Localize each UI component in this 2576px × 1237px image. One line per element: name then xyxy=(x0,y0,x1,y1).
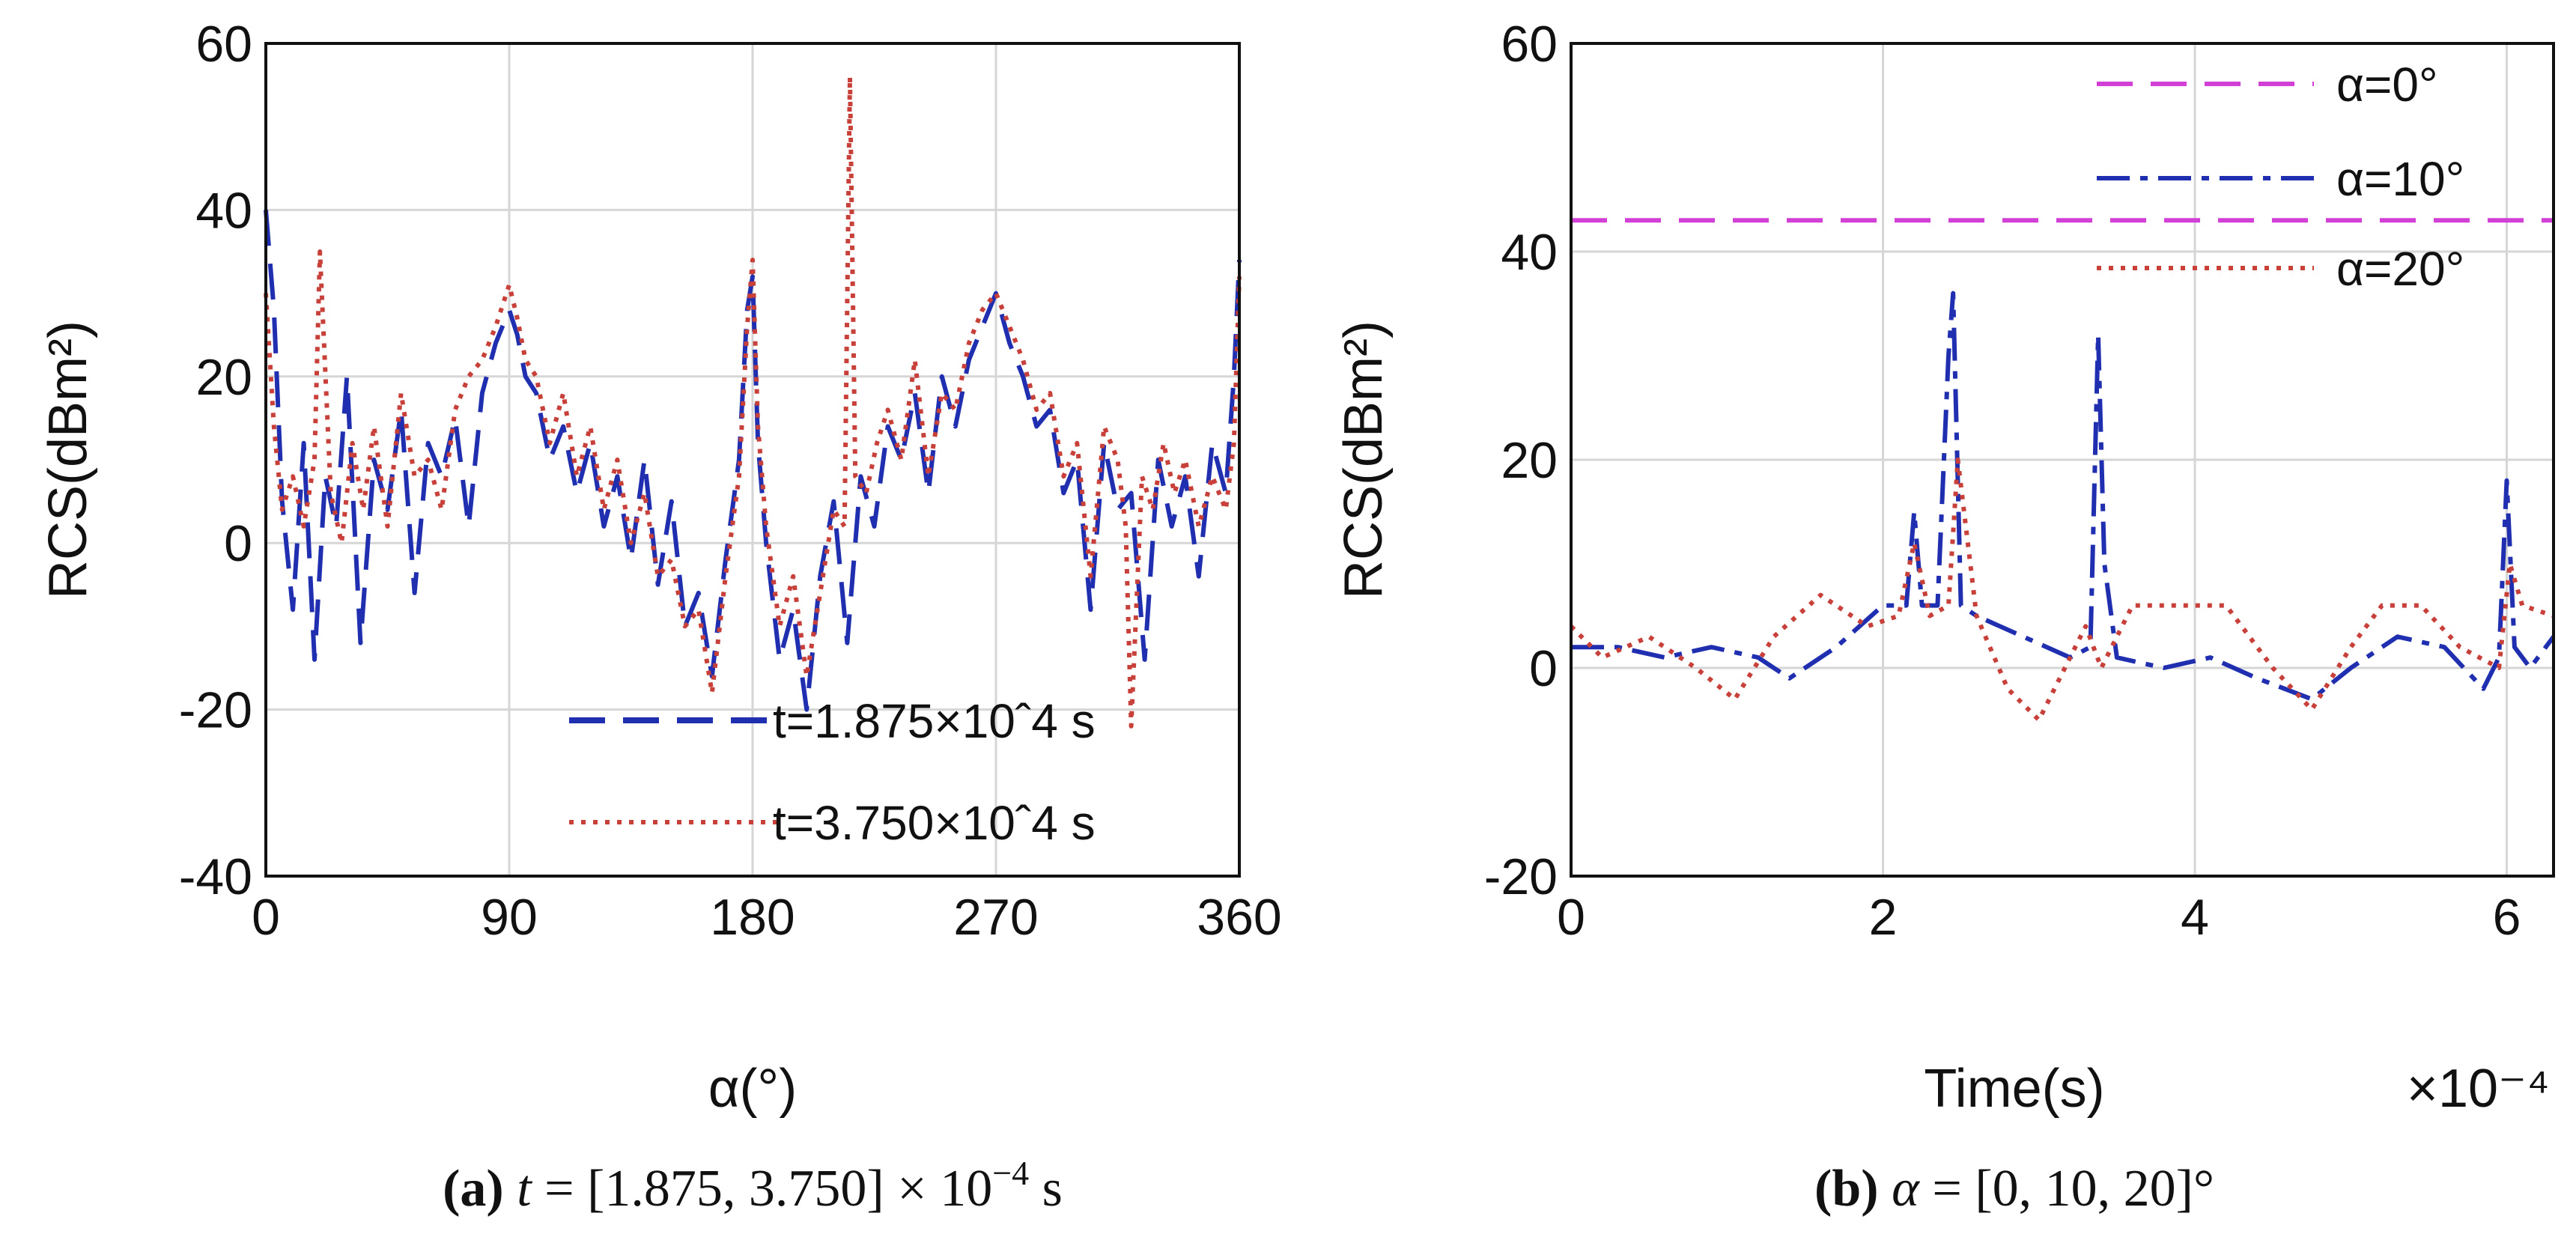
panel-a-axes-frame xyxy=(264,42,1241,878)
caption-a-var: t xyxy=(517,1160,532,1218)
panel-a: 0 90 180 270 360 -40 -20 0 20 40 60 α(°) RCS(dBm²)… xyxy=(38,16,1282,1119)
caption-b-var: α xyxy=(1892,1160,1920,1218)
legend-a-label-2: t=3.750×10ˆ4 s xyxy=(773,796,1096,850)
panel-a-xlabel: α(°) xyxy=(708,1059,797,1119)
caption-b: (b) α = [0, 10, 20]° xyxy=(1814,1160,2214,1218)
panel-a-ytick-1: -20 xyxy=(179,682,252,739)
caption-a-unit: s xyxy=(1029,1160,1063,1218)
panel-a-ytick-4: 40 xyxy=(195,182,252,239)
panel-a-xtick-4: 360 xyxy=(1197,889,1281,946)
panel-b-x-multiplier: ×10⁻⁴ xyxy=(2407,1059,2550,1119)
panel-a-series xyxy=(264,74,1242,729)
panel-b-series xyxy=(1569,218,2556,723)
panel-a-ytick-2: 0 xyxy=(224,515,252,572)
panel-a-ytick-3: 20 xyxy=(195,349,252,406)
legend-a-label-1: t=1.875×10ˆ4 s xyxy=(773,694,1096,748)
panel-b-xtick-0: 0 xyxy=(1557,889,1585,946)
caption-b-label: (b) xyxy=(1814,1160,1879,1218)
panel-a-series-1-line xyxy=(264,74,1242,729)
panel-b-legend: α=0° α=10° α=20° xyxy=(2097,58,2464,296)
panel-b-ylabel: RCS(dBm²) xyxy=(1334,320,1394,599)
panel-a-ticks: 0 90 180 270 360 -40 -20 0 20 40 60 xyxy=(179,16,1282,946)
panel-b-ytick-1: 0 xyxy=(1529,640,1558,697)
legend-b-label-1: α=0° xyxy=(2336,58,2438,112)
panel-a-xtick-1: 90 xyxy=(481,889,538,946)
panel-b-xtick-3: 6 xyxy=(2493,889,2521,946)
panel-b-series-2-line xyxy=(1569,458,2554,723)
panel-a-ylabel: RCS(dBm²) xyxy=(38,320,98,599)
panel-b-ytick-0: -20 xyxy=(1484,848,1558,905)
panel-b-ytick-3: 40 xyxy=(1501,224,1558,281)
panel-a-ytick-5: 60 xyxy=(195,16,252,73)
caption-a: (a) t = [1.875, 3.750] × 10−4 s xyxy=(443,1154,1063,1218)
panel-b-axes-frame xyxy=(1570,42,2555,878)
panel-b-ytick-2: 20 xyxy=(1501,432,1558,489)
panel-a-legend: t=1.875×10ˆ4 s t=3.750×10ˆ4 s xyxy=(569,694,1096,850)
caption-a-label: (a) xyxy=(443,1160,504,1218)
caption-a-text: = [1.875, 3.750] × 10 xyxy=(532,1160,993,1218)
panel-a-xtick-3: 270 xyxy=(953,889,1038,946)
panel-a-ytick-0: -40 xyxy=(179,848,252,905)
panel-b-xtick-2: 4 xyxy=(2181,889,2209,946)
panel-b-ytick-4: 60 xyxy=(1501,16,1558,73)
caption-b-text: = [0, 10, 20]° xyxy=(1919,1160,2214,1218)
legend-b-label-2: α=10° xyxy=(2336,152,2464,206)
caption-a-exp: −4 xyxy=(992,1154,1029,1192)
legend-b-label-3: α=20° xyxy=(2336,242,2464,296)
panel-b-xlabel: Time(s) xyxy=(1924,1059,2104,1119)
panel-a-xtick-0: 0 xyxy=(252,889,280,946)
panel-a-xtick-2: 180 xyxy=(710,889,795,946)
panel-b-series-1-line xyxy=(1571,291,2556,702)
panel-b-xtick-1: 2 xyxy=(1869,889,1898,946)
